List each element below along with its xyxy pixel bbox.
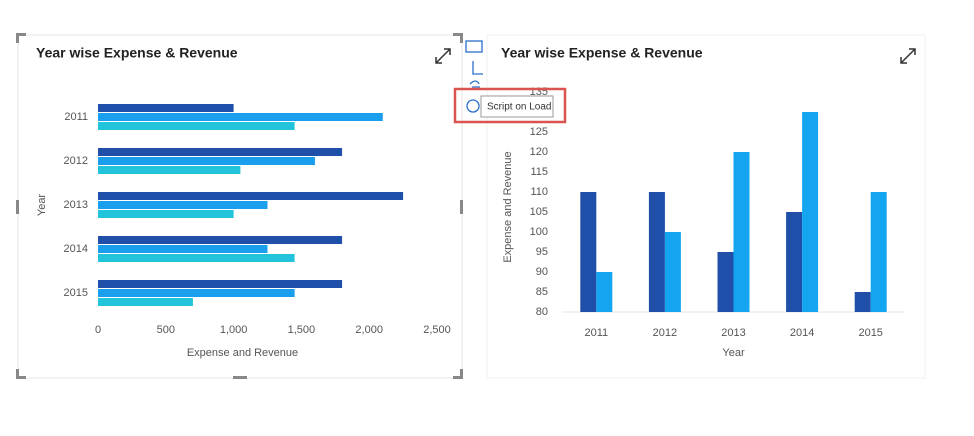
bar [854,292,871,312]
x-axis-title: Expense and Revenue [187,347,298,359]
x-tick-label: 500 [157,324,175,336]
bar [98,245,268,253]
x-tick-label: 2015 [858,327,882,339]
bar [786,212,803,312]
x-tick-label: 2011 [584,327,608,339]
bar [648,192,665,312]
bar [98,236,343,244]
bar [98,166,241,174]
bar [870,192,887,312]
x-tick-label: 2,000 [355,324,383,336]
bar [98,122,295,130]
x-tick-label: 1,000 [220,324,248,336]
y-tick-label: 85 [536,286,548,298]
y-tick-label: 120 [530,146,548,158]
x-tick-label: 0 [95,324,101,336]
y-tick-label: 80 [536,306,548,318]
bar [733,152,750,312]
x-axis-title: Year [722,347,745,359]
bar [98,192,404,200]
tooltip: Script on Load [487,102,552,113]
chart-title: Year wise Expense & Revenue [36,45,238,61]
bar [98,298,193,306]
bar [98,210,234,218]
y-tick-label: 2014 [64,243,88,255]
bar [98,201,268,209]
bar [664,232,681,312]
y-axis-title: Expense and Revenue [502,151,514,262]
bar [802,112,819,312]
y-axis-title: Year [36,194,48,217]
bar [580,192,597,312]
x-tick-label: 1,500 [288,324,316,336]
y-tick-label: 115 [530,166,548,178]
x-tick-label: 2013 [721,327,745,339]
bar [717,252,734,312]
bar [98,148,343,156]
highlight [453,87,567,124]
bar [98,104,234,112]
bar [98,289,295,297]
bar [98,157,315,165]
y-tick-label: 110 [530,186,548,198]
toolbar[interactable] [465,40,483,113]
bar [98,254,295,262]
x-tick-label: 2014 [790,327,814,339]
y-tick-label: 2015 [64,287,88,299]
expand-icon[interactable] [435,48,451,64]
bar [596,272,613,312]
y-tick-label: 105 [530,206,548,218]
bar [98,280,343,288]
tooltip-box [480,95,554,118]
y-tick-label: 95 [536,246,548,258]
y-tick-label: 100 [530,226,548,238]
bar [98,113,383,121]
y-tick-label: 2013 [64,199,88,211]
y-tick-label: 90 [536,266,548,278]
x-tick-label: 2012 [653,327,677,339]
y-tick-label: 2011 [64,111,88,123]
expand-icon[interactable] [900,48,916,64]
x-tick-label: 2,500 [423,324,451,336]
chart-title: Year wise Expense & Revenue [501,45,703,61]
y-tick-label: 125 [530,126,548,138]
resize-handles [16,33,463,379]
y-tick-label: 2012 [64,155,88,167]
